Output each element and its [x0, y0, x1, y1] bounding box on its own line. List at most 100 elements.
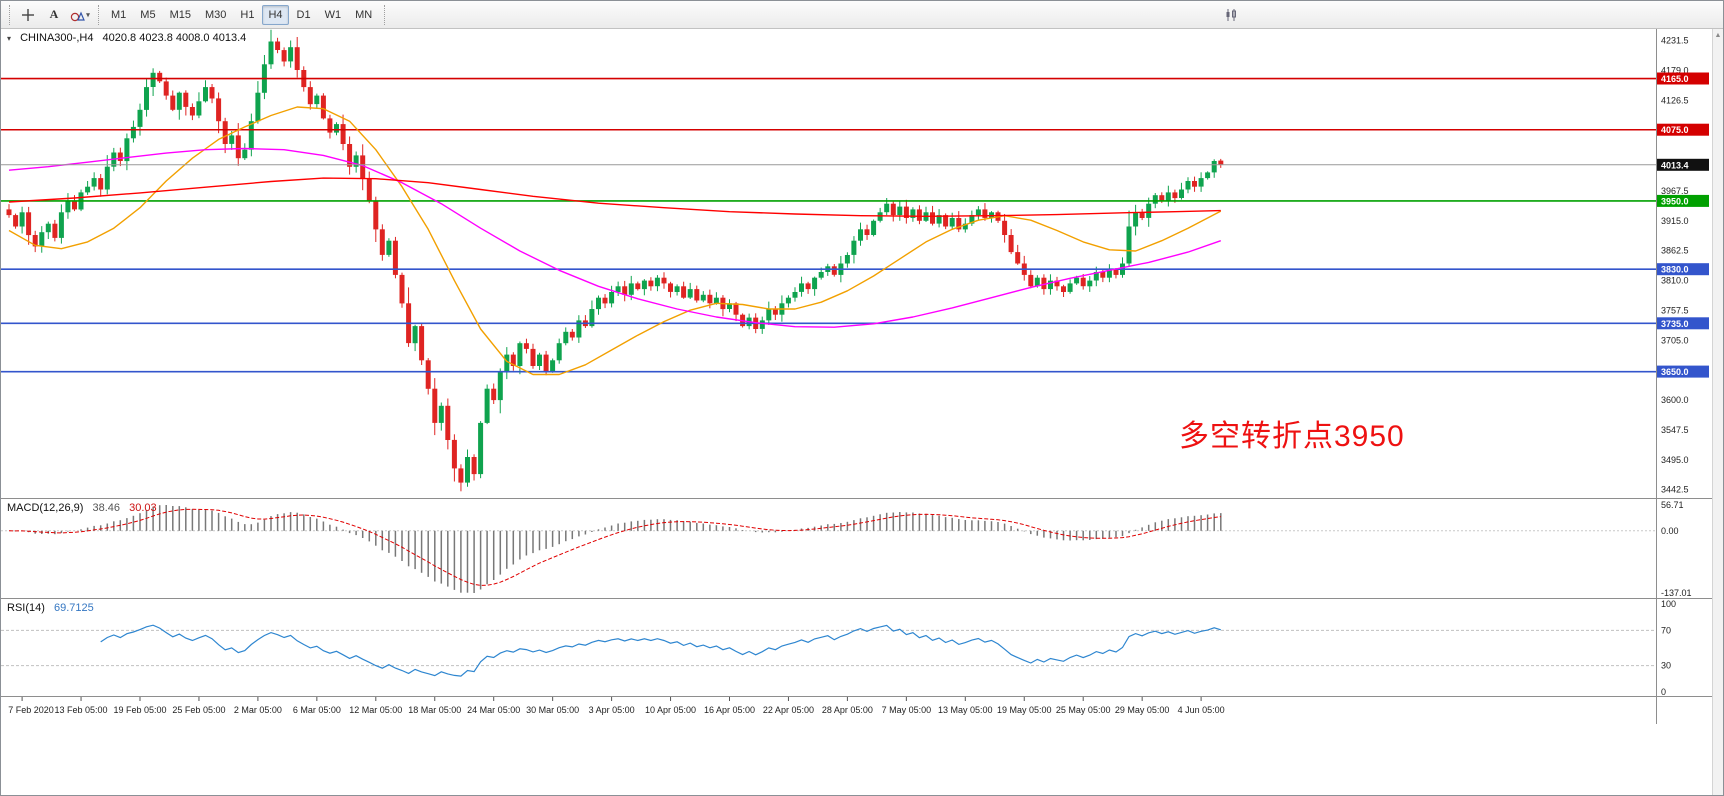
chart-title: ▾ CHINA300-,H4 4020.8 4023.8 4008.0 4013…: [7, 32, 252, 44]
price-tag-3830.0: [1657, 263, 1709, 276]
crosshair-tool-button[interactable]: [16, 5, 40, 25]
rsi-name: RSI(14): [7, 602, 45, 614]
svg-text:4165.0: 4165.0: [1661, 74, 1689, 84]
svg-text:4013.4: 4013.4: [1661, 160, 1689, 170]
svg-text:70: 70: [1661, 625, 1671, 635]
shapes-icon: [70, 8, 86, 22]
svg-text:30: 30: [1661, 661, 1671, 671]
scroll-up-icon[interactable]: ▲: [1714, 32, 1722, 39]
ma-mid-magenta: [8, 147, 1222, 328]
timeframe-button-D1[interactable]: D1: [291, 5, 317, 25]
date-label: 2 Mar 05:00: [234, 705, 282, 715]
date-label: 13 Feb 05:00: [55, 705, 108, 715]
shapes-tool-button[interactable]: ▾: [68, 5, 92, 25]
svg-text:4126.5: 4126.5: [1661, 95, 1689, 105]
svg-text:3830.0: 3830.0: [1661, 265, 1689, 275]
timeframe-toolbar: M1 M5 M15 M30 H1 H4 D1 W1 MN: [104, 4, 379, 25]
svg-text:56.71: 56.71: [1661, 500, 1684, 510]
svg-text:3810.0: 3810.0: [1661, 276, 1689, 286]
date-label: 24 Mar 05:00: [467, 705, 520, 715]
date-label: 12 Mar 05:00: [349, 705, 402, 715]
text-tool-icon: A: [49, 7, 59, 21]
scrollbar[interactable]: ▲: [1712, 29, 1723, 795]
price-panel: 4231.5 4179.0 4126.5 3967.5 3915.0 3862.5 3810…: [1, 29, 1714, 498]
chart-ohlc-values: 4020.8 4023.8 4008.0 4013.4: [102, 32, 247, 44]
svg-text:3862.5: 3862.5: [1661, 246, 1689, 256]
date-label: 25 May 05:00: [1056, 705, 1111, 715]
svg-text:3547.5: 3547.5: [1661, 425, 1689, 435]
date-label: 18 Mar 05:00: [408, 705, 461, 715]
svg-text:4075.0: 4075.0: [1661, 125, 1689, 135]
svg-text:3967.5: 3967.5: [1661, 186, 1689, 196]
date-label: 29 May 05:00: [1115, 705, 1170, 715]
date-label: 7 Feb 2020: [8, 705, 54, 715]
price-chart[interactable]: 4231.5 4179.0 4126.5 3967.5 3915.0 3862.5 3810…: [1, 29, 1714, 498]
toolbar-grip[interactable]: [9, 4, 10, 25]
date-label: 7 May 05:00: [882, 705, 932, 715]
date-label: 6 Mar 05:00: [293, 705, 341, 715]
chart-type-button[interactable]: [1220, 5, 1244, 25]
timeframe-button-H1[interactable]: H1: [234, 5, 260, 25]
date-label: 19 Feb 05:00: [113, 705, 166, 715]
time-axis-canvas[interactable]: 7 Feb 2020 13 Feb 05:00 19 Feb 05:00 25 Feb…: [1, 697, 1714, 724]
chevron-down-icon: ▾: [86, 10, 90, 19]
svg-text:3442.5: 3442.5: [1661, 485, 1689, 495]
rsi-value: 69.7125: [53, 602, 94, 614]
date-label: 28 Apr 05:00: [822, 705, 873, 715]
svg-text:3950.0: 3950.0: [1661, 196, 1689, 206]
macd-label[interactable]: MACD(12,26,9) 38.46 30.03: [7, 502, 163, 514]
date-label: 16 Apr 05:00: [704, 705, 755, 715]
svg-text:3650.0: 3650.0: [1661, 367, 1689, 377]
one-click-trading-toggle[interactable]: ▾: [7, 34, 12, 43]
rsi-panel: 100 70 30 0 RSI(14) 69.7125: [1, 598, 1714, 696]
svg-text:0: 0: [1661, 687, 1666, 696]
candles: [6, 29, 1224, 492]
candlestick-chart-icon: [1225, 8, 1239, 22]
timeframe-button-M1[interactable]: M1: [105, 5, 132, 25]
timeframe-button-M30[interactable]: M30: [199, 5, 232, 25]
svg-text:3735.0: 3735.0: [1661, 319, 1689, 329]
macd-name: MACD(12,26,9): [7, 502, 84, 514]
rsi-label[interactable]: RSI(14) 69.7125: [7, 602, 100, 614]
text-tool-button[interactable]: A: [42, 5, 66, 25]
timeframe-button-MN[interactable]: MN: [349, 5, 378, 25]
timeframe-button-M5[interactable]: M5: [134, 5, 161, 25]
price-tag-3735.0: [1657, 317, 1709, 330]
svg-text:-137.01: -137.01: [1661, 588, 1692, 598]
crosshair-icon: [21, 8, 35, 22]
svg-text:4231.5: 4231.5: [1661, 36, 1689, 46]
toolbar: A ▾ M1 M5 M15 M30 H1 H4 D1 W1 MN: [1, 1, 1723, 29]
toolbar-grip[interactable]: [384, 4, 386, 25]
date-label: 25 Feb 05:00: [172, 705, 225, 715]
date-label: 3 Apr 05:00: [589, 705, 635, 715]
price-tag-3950.0: [1657, 194, 1709, 207]
svg-text:4179.0: 4179.0: [1661, 66, 1689, 76]
svg-text:3495.0: 3495.0: [1661, 455, 1689, 465]
price-scale[interactable]: 4231.5 4179.0 4126.5 3967.5 3915.0 3862.5 3810…: [1656, 29, 1710, 498]
date-label: 13 May 05:00: [938, 705, 993, 715]
time-axis[interactable]: 7 Feb 2020 13 Feb 05:00 19 Feb 05:00 25 Feb…: [1, 696, 1714, 724]
timeframe-button-M15[interactable]: M15: [164, 5, 197, 25]
price-tag-4165.0: [1657, 72, 1709, 85]
date-label: 22 Apr 05:00: [763, 705, 814, 715]
ma-slow-red: [8, 177, 1221, 217]
chart-annotation[interactable]: 多空转折点3950: [1179, 420, 1405, 453]
svg-text:100: 100: [1661, 599, 1676, 609]
macd-value-signal: 30.03: [129, 502, 157, 514]
svg-text:3757.5: 3757.5: [1661, 306, 1689, 316]
svg-text:3705.0: 3705.0: [1661, 335, 1689, 345]
price-tag-3650.0: [1657, 365, 1709, 378]
toolbar-grip[interactable]: [98, 4, 99, 25]
rsi-chart[interactable]: 100 70 30 0: [1, 599, 1714, 696]
macd-histogram: [14, 505, 1222, 593]
svg-text:3915.0: 3915.0: [1661, 216, 1689, 226]
chart-area: 4231.5 4179.0 4126.5 3967.5 3915.0 3862.5 3810…: [1, 29, 1714, 795]
macd-chart[interactable]: 56.71 0.00 -137.01: [1, 499, 1714, 598]
timeframe-button-H4[interactable]: H4: [262, 4, 289, 25]
rsi-line: [100, 624, 1221, 677]
timeframe-button-W1[interactable]: W1: [319, 5, 348, 25]
macd-value-main: 38.46: [92, 502, 121, 514]
macd-signal-line: [8, 508, 1221, 586]
ma-fast-orange: [8, 106, 1222, 376]
date-label: 19 May 05:00: [997, 705, 1052, 715]
